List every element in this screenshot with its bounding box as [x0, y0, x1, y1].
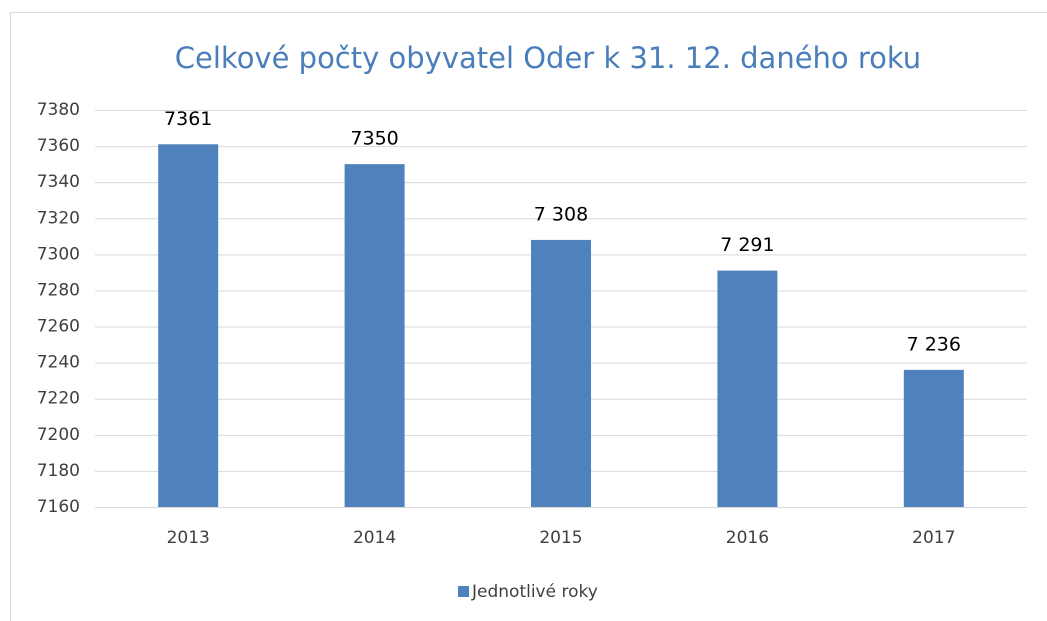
data-label: 7 291 [720, 234, 774, 256]
y-tick-label: 7220 [37, 389, 80, 409]
y-tick-label: 7160 [37, 497, 80, 517]
y-tick-label: 7200 [37, 425, 80, 445]
bar [903, 369, 964, 507]
x-tick-label: 2016 [726, 528, 769, 548]
bar [158, 144, 219, 507]
data-label: 7 308 [534, 203, 588, 225]
x-tick-label: 2014 [353, 528, 396, 548]
chart-title: Celkové počty obyvatel Oder k 31. 12. da… [175, 41, 921, 75]
y-tick-label: 7180 [37, 461, 80, 481]
data-label: 7 236 [907, 333, 961, 355]
y-tick-label: 7260 [37, 317, 80, 337]
x-tick-label: 2015 [539, 528, 582, 548]
x-tick-label: 2017 [912, 528, 955, 548]
legend-label: Jednotlivé roky [471, 582, 598, 602]
x-tick-label: 2013 [167, 528, 210, 548]
y-tick-label: 7300 [37, 244, 80, 264]
data-label: 7361 [164, 108, 212, 130]
data-label: 7350 [350, 128, 398, 150]
bar [531, 239, 591, 507]
y-tick-label: 7320 [37, 208, 80, 228]
y-tick-label: 7340 [37, 172, 80, 192]
bar [344, 164, 405, 508]
y-tick-label: 7240 [37, 353, 80, 373]
y-tick-label: 7380 [37, 100, 80, 120]
y-tick-label: 7360 [37, 136, 80, 156]
y-tick-label: 7280 [37, 280, 80, 300]
bar [717, 270, 778, 507]
legend-swatch [458, 586, 469, 597]
